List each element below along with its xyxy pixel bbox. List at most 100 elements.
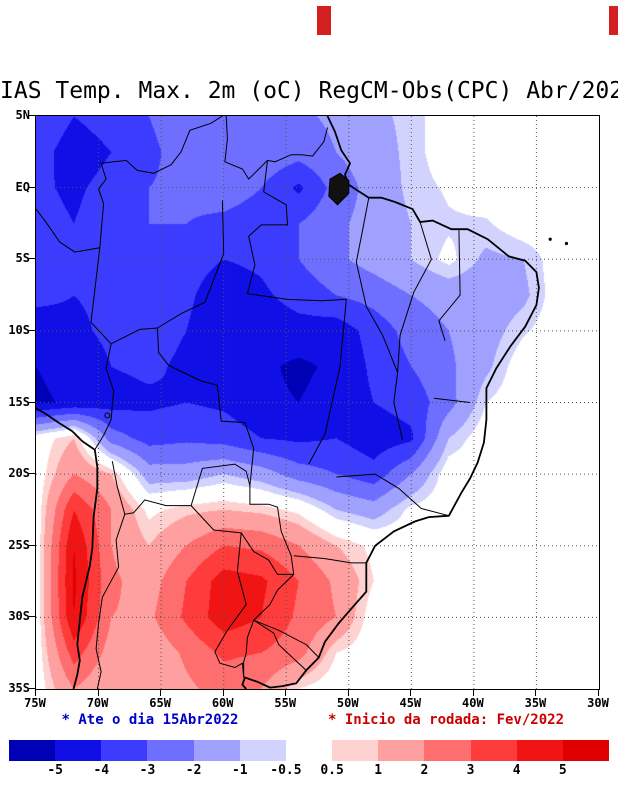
political-border (433, 397, 471, 403)
colorbar-segment (9, 740, 56, 761)
lon-tick-label: 55W (274, 696, 297, 710)
colorbar-segment (378, 740, 425, 761)
header-red-mark-right (609, 6, 618, 35)
colorbar-label: 4 (512, 763, 521, 778)
colorbar-segment (55, 740, 102, 761)
political-border (438, 229, 461, 342)
colorbar-label: -5 (47, 763, 63, 778)
colorbar-label: -0.5 (270, 763, 302, 778)
lon-tick-label: 45W (399, 696, 422, 710)
lat-tick-label: 25S (8, 537, 30, 552)
lon-tick-mark (535, 690, 537, 696)
political-border (246, 160, 289, 294)
colorbar-label: -2 (185, 763, 202, 778)
lon-tick-mark (598, 690, 599, 696)
colorbar-segment (193, 740, 240, 761)
political-border (90, 247, 307, 671)
lat-tick-mark (29, 473, 35, 475)
political-border (190, 505, 294, 575)
lon-tick-label: 70W (86, 696, 109, 710)
political-border (308, 299, 347, 465)
lon-tick-label: 60W (211, 696, 234, 710)
colorbar-label: -4 (93, 763, 110, 778)
colorbar-segment (470, 740, 517, 761)
lat-tick-label: 35S (8, 681, 30, 695)
lon-tick-label: 40W (462, 696, 484, 710)
map-frame (35, 115, 600, 690)
lat-tick-label: EQ (15, 179, 30, 194)
offshore-island-dot (548, 237, 552, 241)
colorbar-segment (239, 740, 286, 761)
lat-tick-mark (29, 688, 35, 689)
colorbar-label: 3 (466, 763, 475, 778)
lat-tick-mark (29, 115, 35, 116)
political-border (224, 116, 328, 180)
political-border (247, 293, 347, 302)
colorbar-label: 0.5 (320, 763, 344, 778)
colorbar-label: 2 (420, 763, 429, 778)
lat-tick-label: 15S (8, 394, 30, 409)
lon-tick-label: 35W (524, 696, 547, 710)
colorbar-segment (332, 740, 379, 761)
lat-tick-label: 20S (8, 466, 30, 481)
political-border (293, 555, 367, 564)
lon-tick-mark (410, 690, 412, 696)
political-border (253, 619, 320, 658)
chart-title: IAS Temp. Max. 2m (oC) RegCM-Obs(CPC) Ab… (0, 78, 618, 104)
lat-tick-label: 10S (8, 322, 30, 337)
lon-tick-label: 75W (24, 696, 46, 710)
political-border (157, 200, 225, 329)
political-border (336, 473, 450, 517)
lon-tick-label: 50W (336, 696, 359, 710)
colorbar-segment (424, 740, 471, 761)
header-red-mark-left (317, 6, 331, 35)
colorbar-label: -3 (139, 763, 156, 778)
political-border (393, 372, 404, 440)
colorbar (9, 740, 610, 761)
lat-tick-mark (29, 186, 35, 188)
lat-tick-label: 30S (8, 609, 30, 624)
political-border (111, 461, 192, 515)
political-border (243, 620, 255, 678)
political-border (36, 116, 223, 253)
lon-tick-mark (35, 690, 36, 696)
map-overlay (36, 116, 599, 689)
colorbar-label: -1 (231, 763, 248, 778)
colorbar-segment (101, 740, 148, 761)
political-border (190, 463, 251, 506)
lat-tick-mark (29, 329, 35, 331)
lon-tick-label: 65W (149, 696, 171, 710)
lon-tick-mark (347, 690, 349, 696)
coastline-pacific (36, 407, 99, 689)
political-border (94, 343, 115, 451)
bias-heatmap-canvas (36, 116, 599, 689)
lat-tick-label: 5N (15, 108, 30, 122)
lon-tick-label: 30W (587, 696, 609, 710)
lat-tick-label: 5S (15, 251, 30, 266)
colorbar-segment (562, 740, 610, 761)
colorbar-segment (516, 740, 563, 761)
lat-tick-mark (29, 401, 35, 403)
political-border (214, 532, 247, 678)
political-border (397, 221, 432, 373)
lon-tick-mark (97, 690, 99, 696)
amazon-delta-islands (328, 172, 350, 206)
coastline-atlantic (241, 116, 540, 689)
lon-tick-mark (160, 690, 162, 696)
lat-tick-mark (29, 258, 35, 260)
lat-tick-mark (29, 544, 35, 546)
lake-outline (104, 412, 111, 419)
political-border (355, 197, 399, 373)
footnote-run-start: * Inicio da rodada: Fev/2022 (328, 712, 565, 728)
lon-tick-mark (472, 690, 474, 696)
political-border (95, 514, 126, 689)
colorbar-segment (285, 740, 333, 761)
colorbar-label: 5 (558, 763, 567, 778)
offshore-island-dot (564, 241, 569, 246)
lon-tick-mark (285, 690, 287, 696)
colorbar-segment (147, 740, 194, 761)
colorbar-label: 1 (374, 763, 383, 778)
lat-tick-mark (29, 616, 35, 618)
lon-tick-mark (222, 690, 224, 696)
